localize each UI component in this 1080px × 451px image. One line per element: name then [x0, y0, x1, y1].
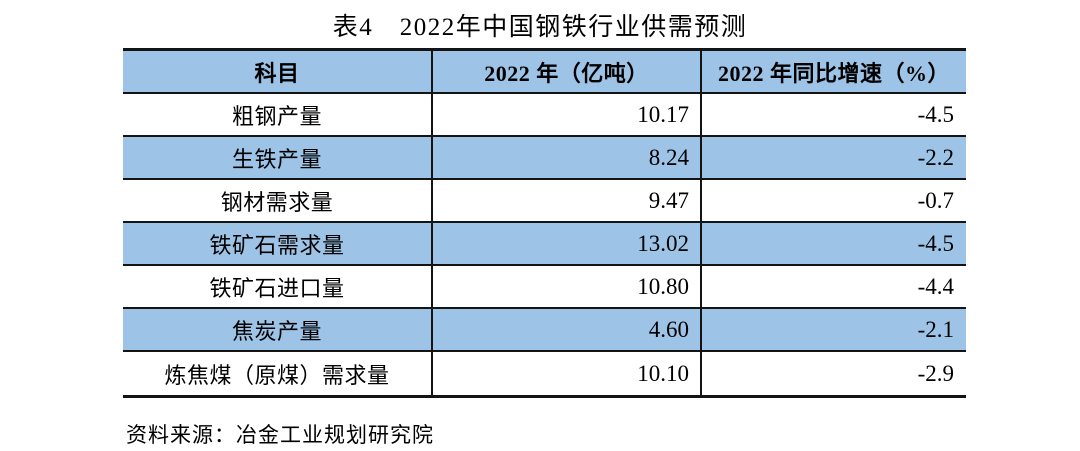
header-cell-value: 2022 年（亿吨） — [433, 51, 702, 92]
source-note: 资料来源：冶金工业规划研究院 — [126, 423, 434, 447]
cell-value: 9.47 — [433, 180, 702, 221]
cell-value: 8.24 — [433, 137, 702, 178]
header-cell-growth: 2022 年同比增速（%） — [717, 60, 950, 86]
table-row: 粗钢产量 10.17 -4.5 — [123, 94, 966, 137]
cell-item: 铁矿石进口量 — [123, 266, 433, 307]
cell-value: 13.02 — [433, 223, 702, 264]
cell-value: 4.60 — [433, 309, 702, 350]
table-row: 生铁产量 8.24 -2.2 — [123, 137, 966, 180]
cell-item: 粗钢产量 — [123, 94, 433, 135]
supply-demand-forecast-table: 科目 2022 年（亿吨） 2022 年同比增速（%） 粗钢产量 10.17 -… — [123, 48, 966, 398]
cell-growth: -4.5 — [917, 101, 954, 127]
header-cell-item: 科目 — [123, 51, 433, 92]
cell-growth: -2.1 — [917, 316, 954, 342]
table-row: 铁矿石需求量 13.02 -4.5 — [123, 223, 966, 266]
cell-value: 10.10 — [433, 352, 702, 395]
cell-value: 10.17 — [433, 94, 702, 135]
cell-item: 铁矿石需求量 — [123, 223, 433, 264]
cell-growth: -4.5 — [917, 230, 954, 256]
cell-growth: -0.7 — [917, 187, 954, 213]
table-row: 钢材需求量 9.47 -0.7 — [123, 180, 966, 223]
page-title: 表4 2022年中国钢铁行业供需预测 — [332, 14, 748, 41]
table-row: 焦炭产量 4.60 -2.1 — [123, 309, 966, 352]
table-row: 铁矿石进口量 10.80 -4.4 — [123, 266, 966, 309]
table-header-row: 科目 2022 年（亿吨） 2022 年同比增速（%） — [123, 51, 966, 94]
cell-growth: -4.4 — [917, 273, 954, 299]
cell-value: 10.80 — [433, 266, 702, 307]
cell-item: 焦炭产量 — [123, 309, 433, 350]
cell-growth: -2.2 — [917, 144, 954, 170]
cell-growth: -2.9 — [917, 360, 954, 386]
cell-item: 钢材需求量 — [123, 180, 433, 221]
table-row: 炼焦煤（原煤）需求量 10.10 -2.9 — [123, 352, 966, 395]
cell-item: 生铁产量 — [123, 137, 433, 178]
cell-item: 炼焦煤（原煤）需求量 — [123, 352, 433, 395]
